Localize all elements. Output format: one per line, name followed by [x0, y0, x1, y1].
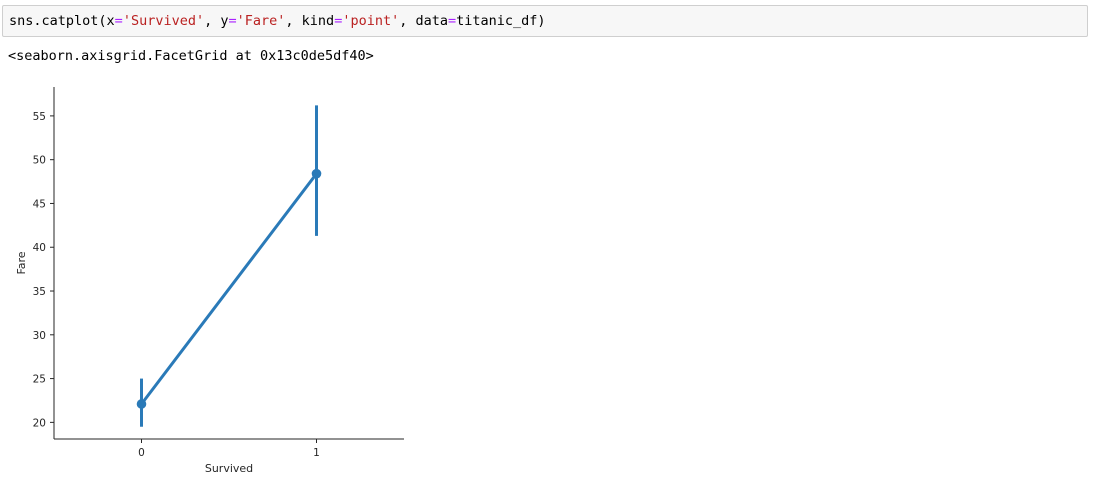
y-tick-label: 40: [33, 242, 46, 254]
plot-marks: [136, 105, 322, 427]
x-tick-label: 1: [313, 447, 320, 459]
series-line: [140, 172, 318, 406]
code-token: 'Survived': [122, 13, 205, 29]
code-token: =: [448, 13, 457, 29]
plot-axes: [53, 87, 404, 440]
x-axis-label: Survived: [205, 462, 253, 475]
code-token: =: [334, 13, 343, 29]
y-tick-label: 20: [33, 417, 46, 429]
code-token: , data: [399, 13, 449, 29]
y-axis-label: Fare: [15, 251, 28, 274]
code-token: , y: [204, 13, 229, 29]
data-point: [311, 168, 322, 179]
y-tick-label: 55: [33, 111, 46, 123]
y-tick-label: 30: [33, 330, 46, 342]
data-point: [136, 399, 147, 409]
y-tick-label: 45: [33, 198, 46, 210]
y-tick-label: 50: [33, 155, 46, 167]
code-input-cell[interactable]: sns.catplot(x='Survived', y='Fare', kind…: [2, 5, 1088, 37]
y-tick-label: 35: [33, 286, 46, 298]
code-token: sns.catplot(x: [9, 13, 115, 29]
x-tick-label: 0: [138, 447, 145, 459]
plot-ticks: 20 25 30 35 40 45 50 55 0 1: [33, 111, 320, 459]
code-token: 'Fare': [236, 13, 286, 29]
code-token: , kind: [285, 13, 335, 29]
code-token: =: [228, 13, 237, 29]
code-token: 'point': [342, 13, 400, 29]
y-tick-label: 25: [33, 374, 46, 386]
code-line: sns.catplot(x='Survived', y='Fare', kind…: [9, 13, 546, 29]
code-token: titanic_df): [456, 13, 546, 29]
code-token: =: [114, 13, 123, 29]
output-repr-text: <seaborn.axisgrid.FacetGrid at 0x13c0de5…: [8, 48, 374, 64]
